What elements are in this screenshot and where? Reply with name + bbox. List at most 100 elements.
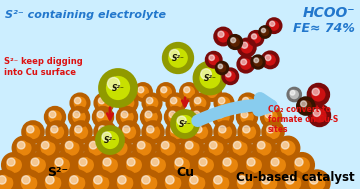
Circle shape: [127, 158, 135, 166]
Circle shape: [292, 154, 312, 176]
Circle shape: [216, 94, 233, 112]
Circle shape: [120, 110, 137, 127]
Circle shape: [193, 124, 211, 142]
Circle shape: [142, 108, 160, 126]
Circle shape: [64, 140, 83, 159]
Text: S²⁻: S²⁻: [112, 84, 125, 93]
Circle shape: [216, 62, 228, 74]
Circle shape: [46, 108, 64, 126]
Circle shape: [217, 63, 228, 74]
Circle shape: [230, 37, 242, 49]
Circle shape: [0, 172, 16, 189]
Circle shape: [286, 176, 294, 184]
Circle shape: [162, 172, 184, 189]
Circle shape: [299, 100, 314, 115]
Circle shape: [142, 176, 150, 184]
Circle shape: [164, 174, 185, 189]
Circle shape: [265, 124, 283, 142]
Circle shape: [278, 138, 298, 158]
Text: S²⁻ containing electrolyte: S²⁻ containing electrolyte: [5, 10, 166, 20]
Circle shape: [192, 110, 209, 127]
Circle shape: [267, 154, 288, 176]
Circle shape: [27, 126, 34, 133]
Circle shape: [110, 138, 130, 158]
Circle shape: [73, 96, 89, 112]
Circle shape: [145, 124, 163, 142]
Circle shape: [136, 140, 155, 159]
Circle shape: [265, 111, 272, 118]
Circle shape: [260, 26, 270, 38]
Circle shape: [95, 94, 112, 112]
Circle shape: [173, 156, 193, 176]
Circle shape: [207, 87, 213, 93]
Circle shape: [254, 58, 258, 63]
Circle shape: [148, 154, 168, 176]
Circle shape: [208, 54, 221, 67]
Circle shape: [252, 56, 264, 68]
Text: Cu: Cu: [176, 167, 194, 180]
Circle shape: [169, 96, 185, 112]
Text: HCOO⁻: HCOO⁻: [302, 6, 355, 20]
Circle shape: [73, 111, 80, 118]
Circle shape: [256, 140, 275, 159]
Circle shape: [173, 112, 197, 136]
Circle shape: [75, 126, 82, 133]
Circle shape: [182, 138, 202, 158]
Text: sites: sites: [268, 125, 288, 134]
Circle shape: [229, 36, 242, 49]
Circle shape: [70, 108, 88, 126]
Circle shape: [171, 154, 193, 176]
Circle shape: [72, 110, 89, 127]
Text: FE≈ 74%: FE≈ 74%: [293, 22, 355, 35]
Circle shape: [232, 140, 251, 159]
Circle shape: [175, 158, 183, 166]
Circle shape: [239, 110, 257, 127]
Circle shape: [217, 111, 224, 118]
Circle shape: [49, 111, 56, 118]
Circle shape: [188, 174, 209, 189]
Circle shape: [260, 27, 271, 38]
Circle shape: [42, 172, 64, 189]
Circle shape: [242, 42, 248, 48]
Circle shape: [123, 154, 144, 176]
Circle shape: [72, 122, 90, 142]
Circle shape: [94, 108, 112, 126]
Circle shape: [118, 176, 126, 184]
Circle shape: [262, 108, 280, 126]
Circle shape: [238, 57, 253, 72]
Circle shape: [221, 156, 241, 176]
Circle shape: [241, 111, 248, 118]
Circle shape: [77, 156, 97, 176]
Circle shape: [138, 87, 144, 93]
Circle shape: [40, 140, 59, 159]
Circle shape: [216, 122, 234, 142]
Text: S²⁻: S²⁻: [104, 136, 116, 145]
Circle shape: [161, 87, 167, 93]
Circle shape: [293, 156, 313, 176]
Circle shape: [199, 158, 207, 166]
Circle shape: [29, 156, 49, 176]
Circle shape: [112, 84, 128, 100]
Circle shape: [252, 34, 257, 39]
Circle shape: [309, 85, 328, 104]
Circle shape: [245, 156, 265, 176]
Circle shape: [169, 124, 187, 142]
Circle shape: [149, 156, 169, 176]
Circle shape: [243, 126, 250, 133]
Circle shape: [116, 174, 137, 189]
Circle shape: [177, 116, 186, 125]
Circle shape: [253, 57, 265, 69]
Circle shape: [14, 138, 34, 158]
Circle shape: [68, 174, 89, 189]
Circle shape: [99, 126, 106, 133]
Circle shape: [193, 111, 200, 118]
Circle shape: [99, 154, 121, 176]
Circle shape: [144, 122, 162, 142]
Circle shape: [247, 158, 255, 166]
Circle shape: [196, 64, 224, 92]
Circle shape: [262, 52, 278, 67]
Circle shape: [115, 87, 121, 93]
Circle shape: [138, 141, 145, 149]
Circle shape: [121, 96, 137, 112]
Circle shape: [241, 124, 259, 142]
